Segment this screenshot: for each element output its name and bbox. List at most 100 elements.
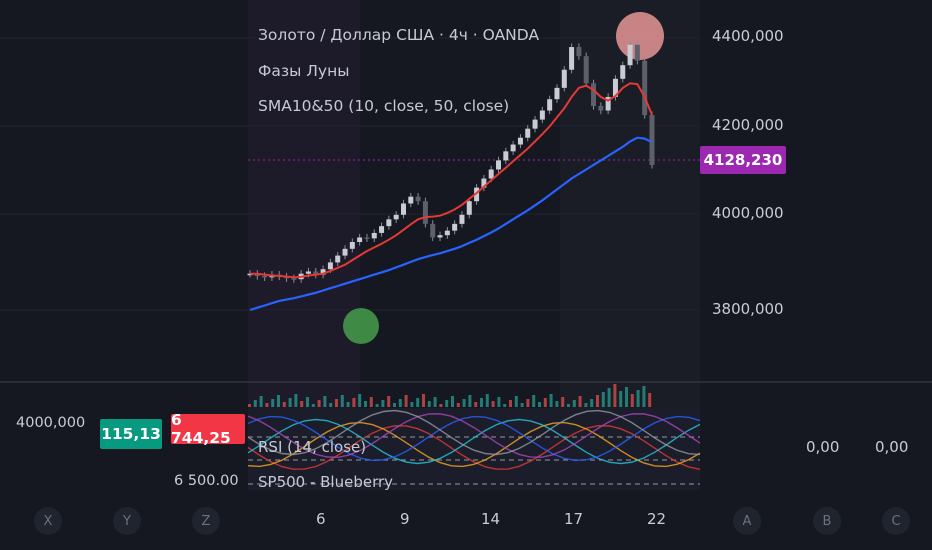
candle-body <box>415 196 421 202</box>
price-tick: 4200,000 <box>712 116 784 134</box>
volume-bar <box>253 400 257 407</box>
volume-bar <box>514 396 518 407</box>
candle-body <box>400 203 406 215</box>
volume-bar <box>485 394 489 407</box>
candle-body <box>262 276 268 278</box>
candle-body <box>466 201 472 215</box>
grid-lines <box>0 37 700 311</box>
volume-bar <box>416 398 420 407</box>
volume-bar <box>526 399 530 407</box>
indicator-line <box>247 413 701 459</box>
time-tick: 9 <box>400 510 410 528</box>
time-tick: 17 <box>564 510 584 528</box>
indicator-pane <box>248 408 700 490</box>
volume-bar <box>491 401 495 407</box>
volume-bar <box>497 397 501 407</box>
volume-bar <box>572 400 576 407</box>
volume-bar <box>265 403 269 407</box>
session-shade <box>248 0 360 408</box>
candle-body <box>393 214 399 220</box>
candle-body <box>357 237 363 242</box>
volume-bar <box>590 399 594 407</box>
candle-body <box>503 151 509 161</box>
indicator-line <box>247 409 701 456</box>
time-tick: 22 <box>647 510 667 528</box>
b-axis-button[interactable]: B <box>813 507 841 535</box>
pane-separator <box>0 381 932 383</box>
indicator-line <box>247 415 701 462</box>
volume-bars <box>248 384 652 407</box>
volume-bar <box>393 403 396 407</box>
moon-phases-indicator[interactable]: Фазы Луны <box>258 62 350 80</box>
candle-body <box>335 255 341 263</box>
left-scale-value: 4000,000 <box>16 415 86 431</box>
volume-bar <box>271 399 275 407</box>
volume-bar <box>346 402 350 407</box>
candle-body <box>386 219 392 227</box>
volume-bar <box>613 384 617 407</box>
price-tick: 3800,000 <box>712 300 784 318</box>
sp500-indicator-label[interactable]: SP500 - Blueberry <box>258 473 394 491</box>
volume-bar <box>636 390 640 407</box>
candle-body <box>554 87 560 100</box>
volume-bar <box>248 404 251 407</box>
candle-body <box>364 237 370 239</box>
candle-body <box>437 235 443 238</box>
scale-value: 0,00 <box>875 438 909 456</box>
volume-bar <box>387 396 391 407</box>
new-moon-marker <box>343 308 379 344</box>
z-axis-button[interactable]: Z <box>192 507 220 535</box>
volume-bar <box>468 395 472 407</box>
candle-body <box>379 226 385 233</box>
candle-body <box>327 262 333 270</box>
volume-bar <box>439 404 443 407</box>
volume-bar <box>503 404 507 407</box>
indicator-line <box>247 418 701 465</box>
indicator-line <box>247 424 701 470</box>
candle-body <box>510 144 516 152</box>
candle-body <box>525 128 531 138</box>
candle-body <box>488 169 494 179</box>
candle-body <box>320 269 326 275</box>
volume-bar <box>474 402 478 407</box>
volume-bar <box>352 398 356 407</box>
volume-bar <box>422 394 425 407</box>
a-axis-button[interactable]: A <box>733 507 761 535</box>
volume-bar <box>277 395 280 407</box>
candle-body <box>291 278 297 280</box>
volume-bar <box>451 396 454 407</box>
indicator-lines <box>247 409 701 470</box>
symbol-title[interactable]: Золото / Доллар США · 4ч · OANDA <box>258 26 540 44</box>
volume-bar <box>625 387 628 407</box>
volume-bar <box>329 403 333 407</box>
volume-bar <box>375 404 379 407</box>
full-moon-marker <box>616 12 664 60</box>
candle-body <box>474 187 480 202</box>
candle-body <box>422 201 428 224</box>
y-axis-button[interactable]: Y <box>113 507 141 535</box>
candle-body <box>254 273 260 276</box>
volume-bar <box>311 404 315 407</box>
price-tick: 4400,000 <box>712 27 784 45</box>
candle-body <box>481 178 487 188</box>
candle-body <box>371 232 377 239</box>
x-axis-button[interactable]: X <box>34 507 62 535</box>
candle-body <box>313 271 319 275</box>
green-value-badge: 115,13 <box>100 419 162 449</box>
candle-body <box>496 160 502 170</box>
c-axis-button[interactable]: C <box>882 507 910 535</box>
volume-bar <box>520 403 524 407</box>
candle-body <box>620 65 626 79</box>
price-series <box>247 41 655 283</box>
red-value-badge: 6 744,25 <box>171 411 245 447</box>
volume-bar <box>259 396 263 407</box>
candle-body <box>612 78 618 97</box>
volume-bar <box>509 400 512 407</box>
sma-indicator[interactable]: SMA10&50 (10, close, 50, close) <box>258 97 510 115</box>
volume-bar <box>369 397 373 407</box>
volume-bar <box>578 396 582 407</box>
volume-bar <box>456 403 460 407</box>
candle-body <box>444 230 450 236</box>
rsi-indicator-label[interactable]: RSI (14, close) <box>258 438 367 456</box>
